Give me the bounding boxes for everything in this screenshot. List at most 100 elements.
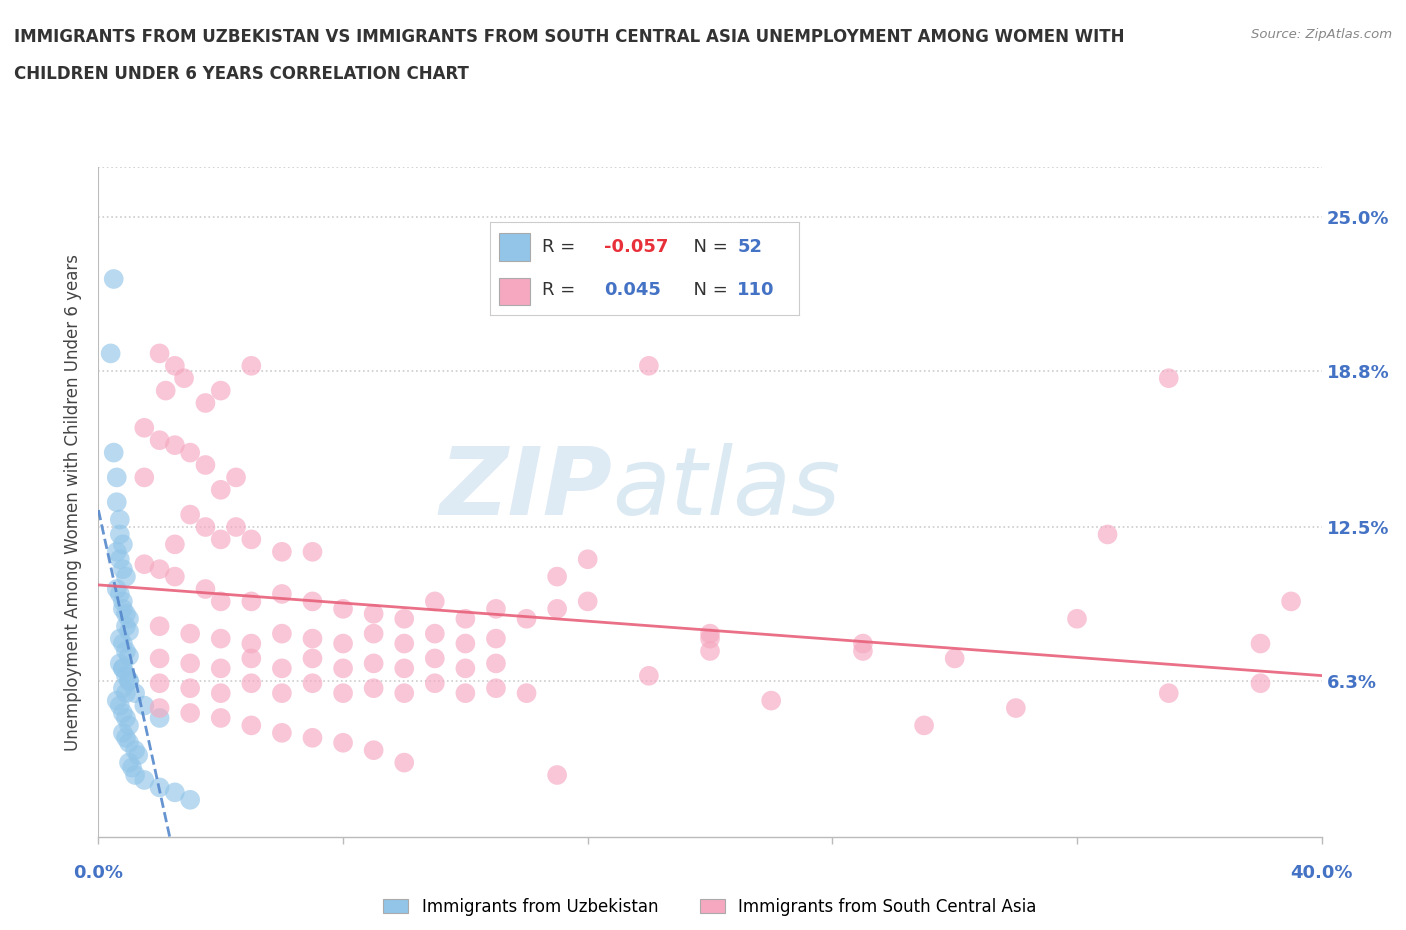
Point: [149, 618, 172, 633]
Point: [637, 358, 661, 373]
Point: [134, 470, 156, 485]
Point: [392, 685, 416, 700]
Point: [637, 669, 661, 684]
Point: [124, 743, 146, 758]
Point: [516, 611, 538, 626]
Point: [516, 685, 538, 700]
Point: [1279, 594, 1302, 609]
Point: [105, 544, 128, 559]
Point: [115, 569, 138, 584]
Point: [121, 760, 143, 775]
Point: [454, 636, 477, 651]
Point: [194, 581, 217, 596]
Text: -0.057: -0.057: [605, 238, 669, 256]
Point: [240, 358, 263, 373]
Point: [852, 644, 875, 658]
Point: [240, 676, 263, 691]
Point: [134, 773, 156, 788]
Point: [155, 383, 177, 398]
Point: [149, 780, 172, 795]
Point: [546, 602, 568, 617]
Point: [149, 700, 172, 715]
Point: [270, 544, 292, 559]
Point: [124, 767, 146, 782]
Point: [270, 725, 292, 740]
Point: [179, 656, 201, 671]
Point: [392, 611, 416, 626]
Point: [423, 651, 446, 666]
Point: [115, 618, 138, 633]
Point: [485, 631, 508, 646]
Point: [1157, 685, 1180, 700]
Point: [105, 495, 128, 510]
Point: [301, 631, 323, 646]
Text: 40.0%: 40.0%: [1291, 864, 1353, 882]
Text: atlas: atlas: [612, 444, 841, 535]
Point: [108, 631, 131, 646]
Point: [240, 718, 263, 733]
Point: [485, 681, 508, 696]
Point: [332, 636, 354, 651]
Point: [943, 651, 966, 666]
Point: [115, 644, 138, 658]
Point: [363, 681, 385, 696]
Point: [301, 594, 323, 609]
Point: [108, 656, 131, 671]
Point: [115, 685, 138, 700]
Point: [1249, 676, 1271, 691]
Point: [301, 651, 323, 666]
Point: [163, 537, 186, 551]
Point: [173, 371, 195, 386]
Point: [179, 681, 201, 696]
Point: [209, 685, 232, 700]
Point: [149, 676, 172, 691]
Point: [179, 445, 201, 460]
Point: [149, 346, 172, 361]
Point: [115, 606, 138, 621]
Point: [179, 706, 201, 721]
Point: [149, 432, 172, 447]
FancyBboxPatch shape: [499, 232, 530, 260]
Point: [103, 272, 125, 286]
Point: [105, 693, 128, 708]
Point: [332, 736, 354, 751]
Point: [111, 594, 134, 609]
Text: R =: R =: [543, 238, 582, 256]
Point: [1157, 371, 1180, 386]
Point: [134, 698, 156, 713]
Point: [240, 532, 263, 547]
Point: [111, 725, 134, 740]
Text: 110: 110: [737, 281, 775, 299]
Point: [454, 611, 477, 626]
Point: [108, 587, 131, 602]
Point: [118, 673, 141, 688]
Point: [225, 470, 247, 485]
Point: [363, 743, 385, 758]
Point: [209, 483, 232, 498]
Text: 52: 52: [737, 238, 762, 256]
Point: [270, 587, 292, 602]
Legend: Immigrants from Uzbekistan, Immigrants from South Central Asia: Immigrants from Uzbekistan, Immigrants f…: [377, 891, 1043, 923]
Point: [454, 661, 477, 676]
Point: [209, 383, 232, 398]
Text: ZIP: ZIP: [439, 443, 612, 535]
Point: [149, 711, 172, 725]
Point: [118, 624, 141, 639]
Point: [194, 458, 217, 472]
Point: [118, 673, 141, 688]
Text: 0.0%: 0.0%: [73, 864, 124, 882]
Point: [163, 785, 186, 800]
Point: [1004, 700, 1026, 715]
Point: [852, 636, 875, 651]
Point: [912, 718, 935, 733]
Point: [111, 661, 134, 676]
Point: [100, 346, 122, 361]
Point: [209, 532, 232, 547]
Point: [179, 626, 201, 641]
Point: [392, 636, 416, 651]
Point: [1066, 611, 1088, 626]
Point: [270, 661, 292, 676]
Point: [179, 792, 201, 807]
Point: [115, 669, 138, 684]
Text: N =: N =: [682, 281, 733, 299]
